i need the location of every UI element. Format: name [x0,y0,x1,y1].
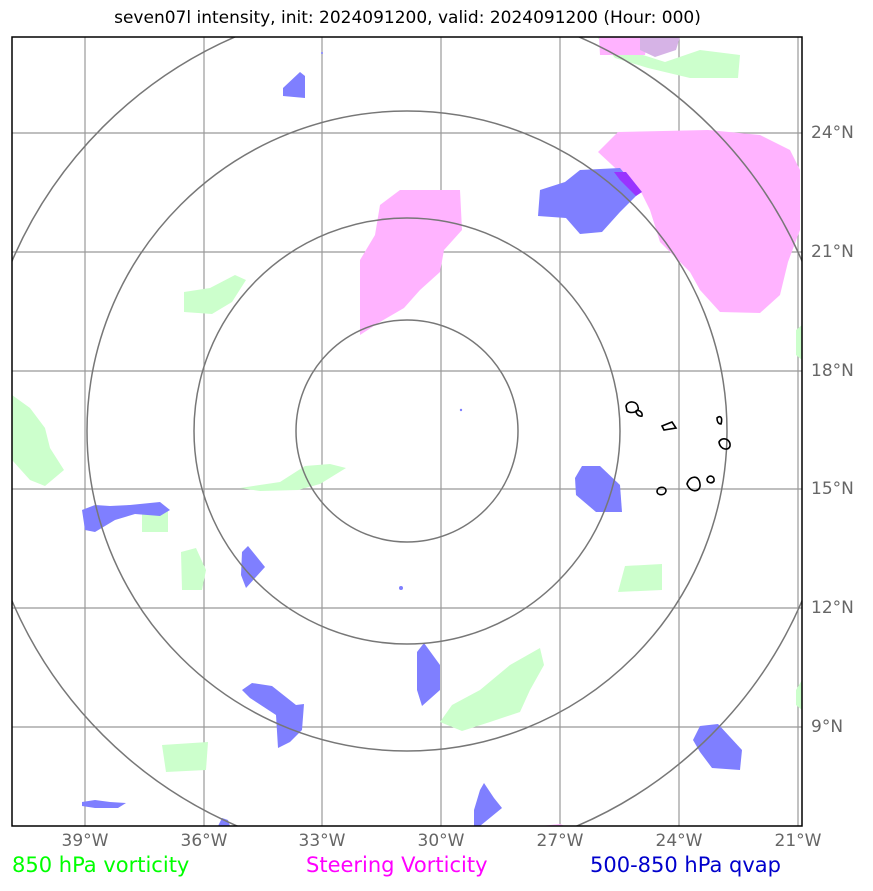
map-frame [11,36,803,827]
lon-label-33w: 33°W [298,831,346,851]
lat-label-9n: 9°N [811,717,844,737]
legend-steering-vorticity: Steering Vorticity [306,853,488,877]
lon-label-30w: 30°W [417,831,465,851]
lon-label-21w: 21°W [774,831,822,851]
lat-label-12n: 12°N [811,598,854,618]
legend-850-vorticity: 850 hPa vorticity [12,853,190,877]
lat-label-24n: 24°N [811,123,854,143]
lon-label-24w: 24°W [655,831,703,851]
lon-label-36w: 36°W [180,831,228,851]
steering-vorticity-fields [360,37,800,826]
lon-label-39w: 39°W [61,831,109,851]
range-rings [12,37,802,826]
lat-label-18n: 18°N [811,361,854,381]
qvap-fields [82,37,742,826]
lat-label-21n: 21°N [811,242,854,262]
intensity-contours [625,401,731,496]
lon-label-27w: 27°W [536,831,584,851]
lat-label-15n: 15°N [811,479,854,499]
legend-qvap: 500-850 hPa qvap [590,853,781,877]
map-title: seven07l intensity, init: 2024091200, va… [114,8,701,28]
